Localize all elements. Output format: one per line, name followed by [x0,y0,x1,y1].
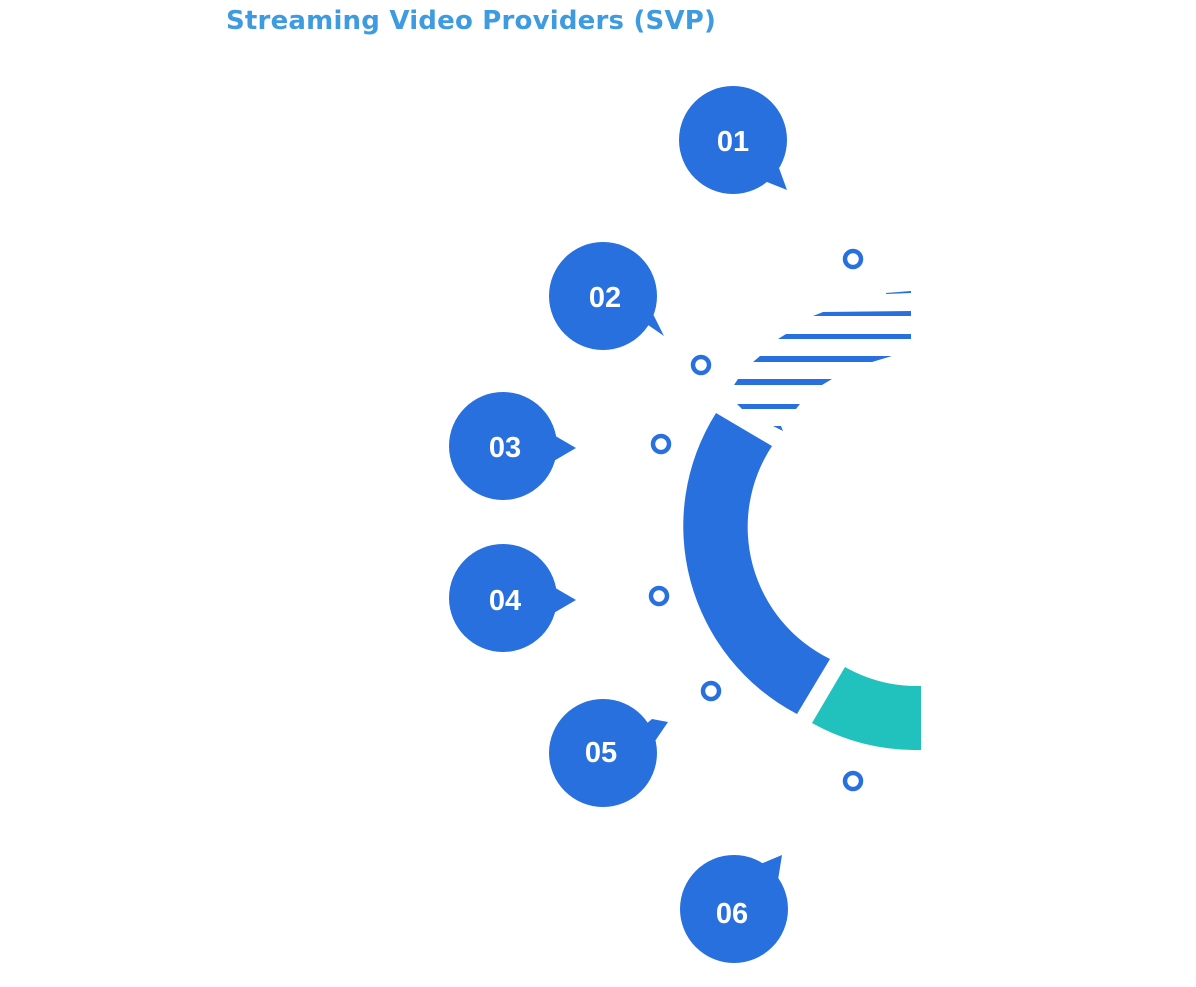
pointer-tail-icon [638,719,668,744]
step-bubble-06: 06 [680,855,788,963]
step-bubble-05: 05 [549,699,668,807]
ring-segment-primary [683,413,830,714]
step-label: 01 [717,126,749,158]
ring-segment-accent [812,667,921,751]
step-bubble-01: 01 [679,86,787,194]
pointer-tail-icon [552,586,576,614]
ring-marker-icon [648,585,670,607]
step-label: 02 [589,282,621,314]
ring-marker-icon [650,433,672,455]
pointer-tail-icon [638,312,664,336]
ring-marker-icon [842,770,864,792]
step-label: 06 [716,898,748,930]
ring-markers [648,248,864,792]
ring-marker-icon [700,680,722,702]
step-bubble-04: 04 [449,544,576,652]
step-bubble-02: 02 [549,242,664,350]
step-label: 04 [489,585,521,617]
pointer-tail-icon [552,434,576,462]
ring-marker-icon [842,248,864,270]
ring-marker-icon [690,354,712,376]
step-bubble-03: 03 [449,392,576,500]
page-title: Streaming Video Providers (SVP) [226,6,717,36]
pointer-tail-icon [758,855,782,880]
step-label: 03 [489,432,521,464]
ring-segment-hatched [734,291,911,431]
pointer-tail-icon [762,168,787,190]
step-label: 05 [585,737,617,769]
